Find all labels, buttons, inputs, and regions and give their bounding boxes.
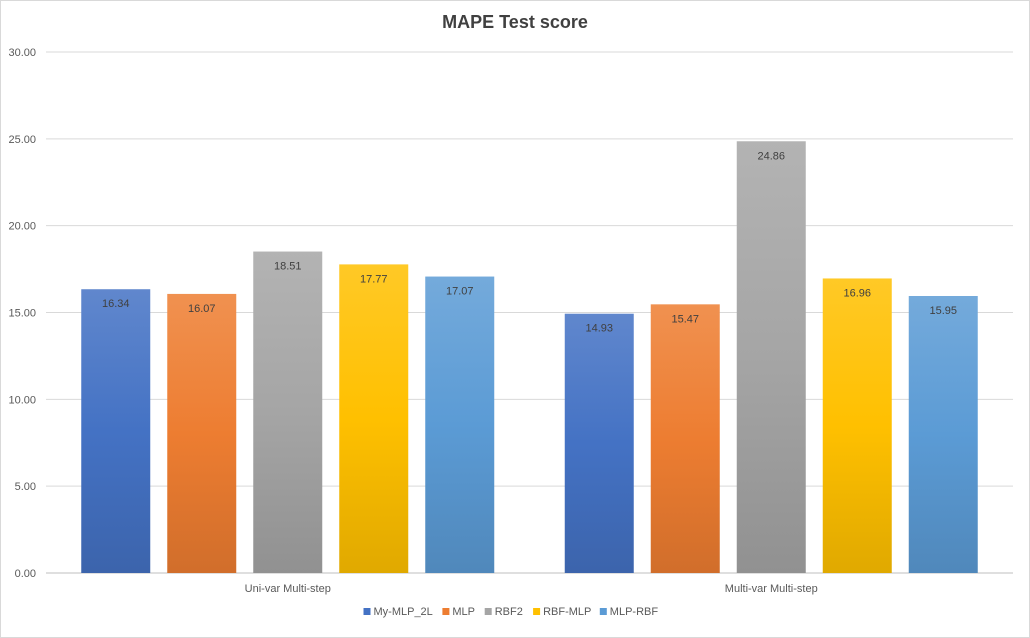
x-category-label: Uni-var Multi-step	[245, 583, 331, 595]
bar-mlp-rbf-2	[908, 296, 978, 573]
legend-label: MLP-RBF	[610, 606, 659, 618]
data-label: 18.51	[274, 261, 302, 273]
legend-item-mlp-rbf: MLP-RBF	[599, 606, 659, 618]
legend-swatch	[533, 608, 541, 615]
legend-item-rbf-mlp: RBF-MLP	[533, 606, 591, 618]
legend-item-my-mlp-2l: My-MLP_2L	[363, 606, 433, 618]
data-label: 24.86	[757, 150, 785, 162]
y-tick-label: 0.00	[15, 568, 36, 580]
bar-my-mlp-2l-1	[81, 289, 151, 573]
bar-rbf-mlp-1	[339, 264, 409, 573]
bar-rbf2-2	[736, 141, 806, 574]
y-tick-label: 15.00	[8, 308, 36, 320]
legend-label: RBF2	[495, 606, 523, 618]
legend-label: RBF-MLP	[543, 606, 591, 618]
legend-swatch	[484, 608, 492, 615]
bar-mlp-2	[650, 304, 720, 573]
bar-mlp-1	[167, 293, 237, 573]
y-tick-label: 25.00	[8, 134, 36, 146]
bar-mlp-rbf-1	[425, 276, 495, 573]
data-label: 17.07	[446, 286, 474, 298]
legend-label: MLP	[452, 606, 475, 618]
data-label: 16.96	[843, 287, 871, 299]
y-tick-label: 5.00	[15, 481, 36, 493]
bar-rbf-mlp-2	[822, 278, 892, 573]
data-label: 15.47	[671, 313, 699, 325]
y-tick-label: 10.00	[8, 394, 36, 406]
data-label: 16.34	[102, 298, 130, 310]
data-label: 16.07	[188, 303, 216, 315]
legend-swatch	[599, 608, 607, 615]
legend-item-mlp: MLP	[442, 606, 475, 618]
x-category-label: Multi-var Multi-step	[725, 583, 818, 595]
legend-swatch	[363, 608, 371, 615]
bar-my-mlp-2l-2	[564, 313, 634, 573]
y-tick-label: 30.00	[8, 47, 36, 59]
legend-swatch	[442, 608, 450, 615]
legend-item-rbf2: RBF2	[484, 606, 523, 618]
y-tick-label: 20.00	[8, 221, 36, 233]
data-label: 14.93	[585, 323, 613, 335]
bar-rbf2-1	[253, 251, 323, 573]
data-label: 15.95	[929, 305, 957, 317]
data-label: 17.77	[360, 273, 388, 285]
chart-title: MAPE Test score	[442, 12, 588, 32]
legend-label: My-MLP_2L	[374, 606, 433, 618]
